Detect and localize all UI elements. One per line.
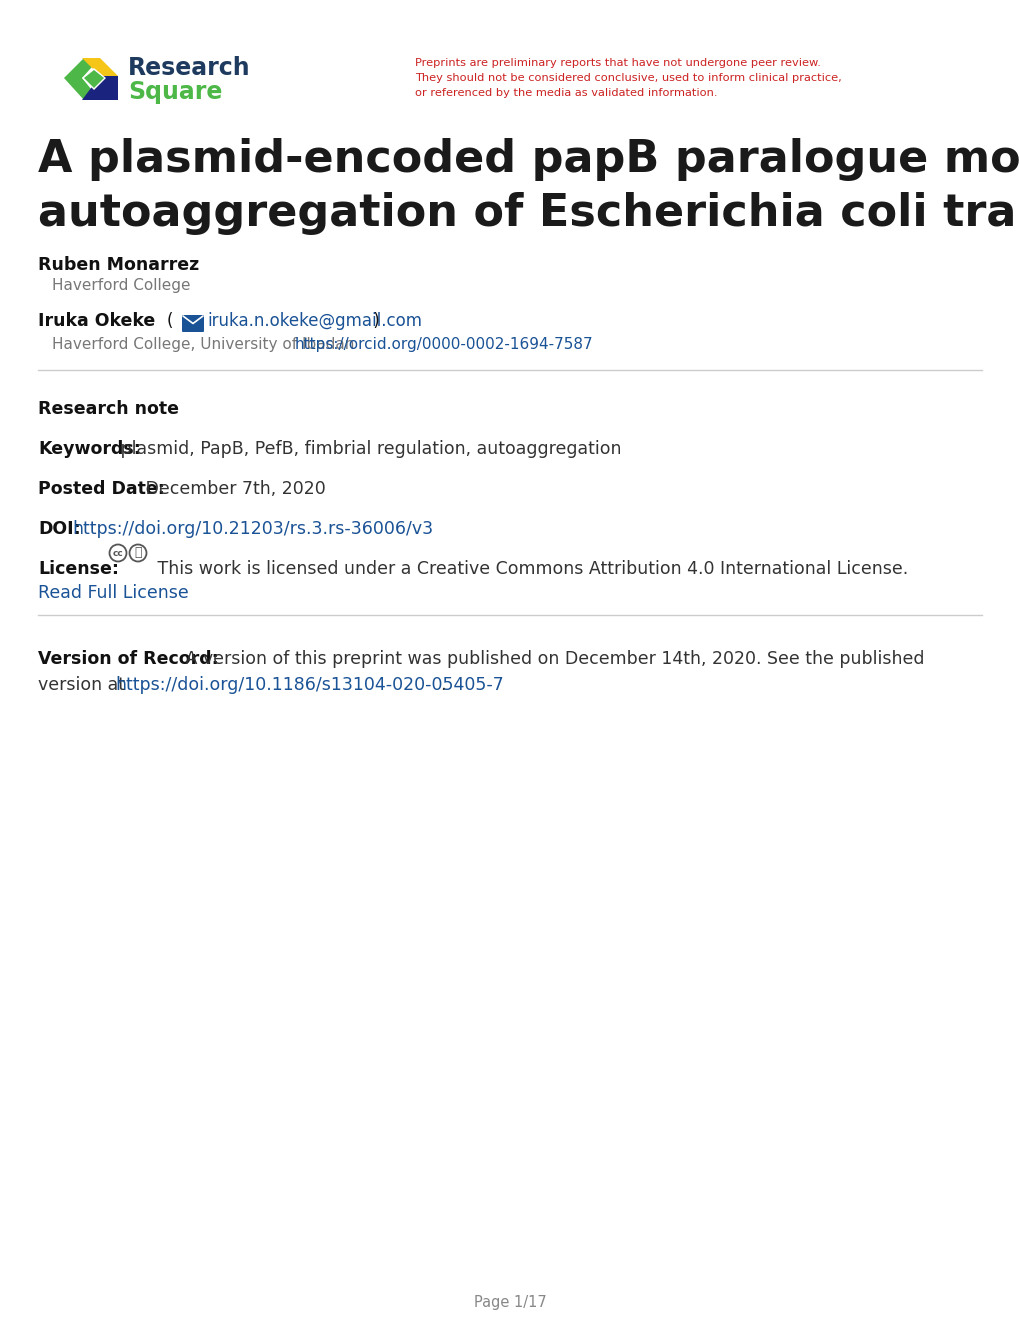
Text: DOI:: DOI:	[38, 520, 81, 539]
Text: They should not be considered conclusive, used to inform clinical practice,: They should not be considered conclusive…	[415, 73, 841, 83]
Text: Research: Research	[127, 55, 251, 81]
Text: A version of this preprint was published on December 14th, 2020. See the publish: A version of this preprint was published…	[179, 649, 923, 668]
Polygon shape	[82, 77, 118, 100]
Text: This work is licensed under a Creative Commons Attribution 4.0 International Lic: This work is licensed under a Creative C…	[152, 560, 907, 578]
Text: Iruka Okeke: Iruka Okeke	[38, 312, 155, 330]
Text: Version of Record:: Version of Record:	[38, 649, 218, 668]
Text: or referenced by the media as validated information.: or referenced by the media as validated …	[415, 88, 716, 98]
Text: Haverford College: Haverford College	[52, 279, 191, 293]
Text: Page 1/17: Page 1/17	[473, 1295, 546, 1309]
Text: https://orcid.org/0000-0002-1694-7587: https://orcid.org/0000-0002-1694-7587	[294, 337, 593, 352]
Text: ): )	[368, 312, 379, 330]
Polygon shape	[64, 58, 100, 100]
Text: (: (	[167, 312, 178, 330]
Text: https://doi.org/10.21203/rs.3.rs-36006/v3: https://doi.org/10.21203/rs.3.rs-36006/v…	[72, 520, 433, 539]
Text: autoaggregation of Escherichia coli transconjugants: autoaggregation of Escherichia coli tran…	[38, 191, 1019, 235]
Polygon shape	[84, 70, 104, 88]
Text: December 7th, 2020: December 7th, 2020	[140, 480, 325, 498]
Text: Posted Date:: Posted Date:	[38, 480, 165, 498]
Polygon shape	[82, 58, 118, 77]
Text: Keywords:: Keywords:	[38, 440, 141, 458]
Text: Preprints are preliminary reports that have not undergone peer review.: Preprints are preliminary reports that h…	[415, 58, 820, 69]
Text: Read Full License: Read Full License	[38, 583, 189, 602]
Text: version at: version at	[38, 676, 130, 694]
FancyBboxPatch shape	[181, 315, 204, 333]
Text: Research note: Research note	[38, 400, 178, 418]
Text: Haverford College, University of Ibadan: Haverford College, University of Ibadan	[52, 337, 354, 352]
Polygon shape	[82, 69, 106, 90]
Text: A plasmid-encoded papB paralogue modulates: A plasmid-encoded papB paralogue modulat…	[38, 139, 1019, 181]
Text: cc: cc	[112, 549, 123, 557]
Text: plasmid, PapB, PefB, fimbrial regulation, autoaggregation: plasmid, PapB, PefB, fimbrial regulation…	[115, 440, 621, 458]
Text: Ruben Monarrez: Ruben Monarrez	[38, 256, 199, 275]
Text: iruka.n.okeke@gmail.com: iruka.n.okeke@gmail.com	[207, 312, 422, 330]
Text: .: .	[439, 676, 445, 694]
Text: ⓘ: ⓘ	[135, 546, 142, 560]
Text: License:: License:	[38, 560, 119, 578]
Text: https://doi.org/10.1186/s13104-020-05405-7: https://doi.org/10.1186/s13104-020-05405…	[115, 676, 503, 694]
Text: Square: Square	[127, 81, 222, 104]
